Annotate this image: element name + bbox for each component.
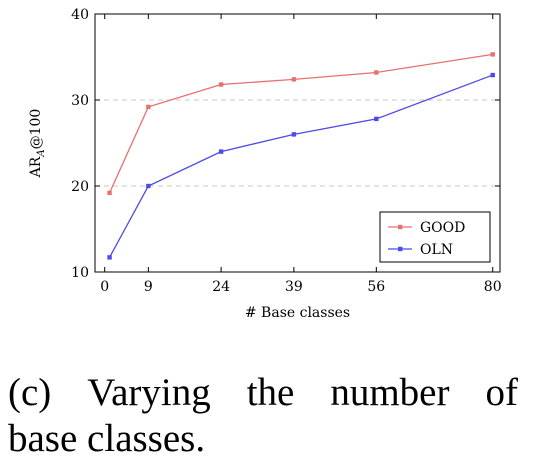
grid-lines — [95, 99, 500, 187]
caption-word: Varying — [87, 371, 211, 414]
x-tick-label: 39 — [285, 279, 303, 295]
y-tick-label: 30 — [71, 93, 89, 109]
y-tick-label: 40 — [71, 7, 89, 23]
legend: GOOD OLN — [379, 211, 491, 263]
legend-box — [379, 211, 491, 263]
data-point-oln — [107, 255, 112, 260]
data-point-good — [490, 52, 495, 57]
data-point-good — [374, 70, 379, 75]
series-lines — [107, 52, 495, 260]
y-tick-label: 10 — [71, 265, 89, 281]
caption-word: of — [485, 371, 518, 414]
x-tick-label: 56 — [367, 279, 385, 295]
legend-label: OLN — [420, 242, 453, 258]
data-point-good — [146, 104, 151, 110]
x-tick-label: 24 — [212, 279, 230, 295]
data-point-oln — [374, 116, 379, 122]
x-tick-label: 80 — [484, 279, 502, 295]
caption-word: the — [246, 371, 295, 414]
axes: 10 20 30 40 0 9 24 39 56 80 # Base classes ARA@100 — [28, 7, 502, 321]
caption-line-2: base classes. — [8, 417, 206, 460]
y-axis-label: ARA@100 — [28, 109, 47, 179]
legend-swatch-marker — [398, 224, 403, 230]
x-tick-label: 0 — [100, 279, 109, 295]
caption-word: (c) — [8, 371, 52, 414]
plot-frame — [94, 13, 501, 273]
data-point-good — [107, 190, 112, 196]
y-tick-label: 20 — [71, 179, 89, 195]
legend-label: GOOD — [420, 220, 465, 236]
data-point-oln — [291, 132, 297, 137]
series-line-good — [108, 53, 493, 194]
data-point-oln — [218, 149, 224, 154]
series-line-oln — [108, 74, 493, 258]
data-point-good — [291, 77, 297, 82]
figure-caption: (c) Varying the number of base classes. — [8, 370, 518, 462]
data-point-oln — [146, 183, 151, 189]
caption-line-1: (c) Varying the number of — [8, 370, 518, 416]
x-axis-label: # Base classes — [245, 305, 350, 321]
data-point-oln — [490, 72, 495, 78]
caption-word: number — [330, 371, 450, 414]
data-point-good — [218, 82, 224, 87]
x-tick-label: 9 — [144, 279, 153, 295]
legend-swatch-marker — [398, 246, 403, 252]
